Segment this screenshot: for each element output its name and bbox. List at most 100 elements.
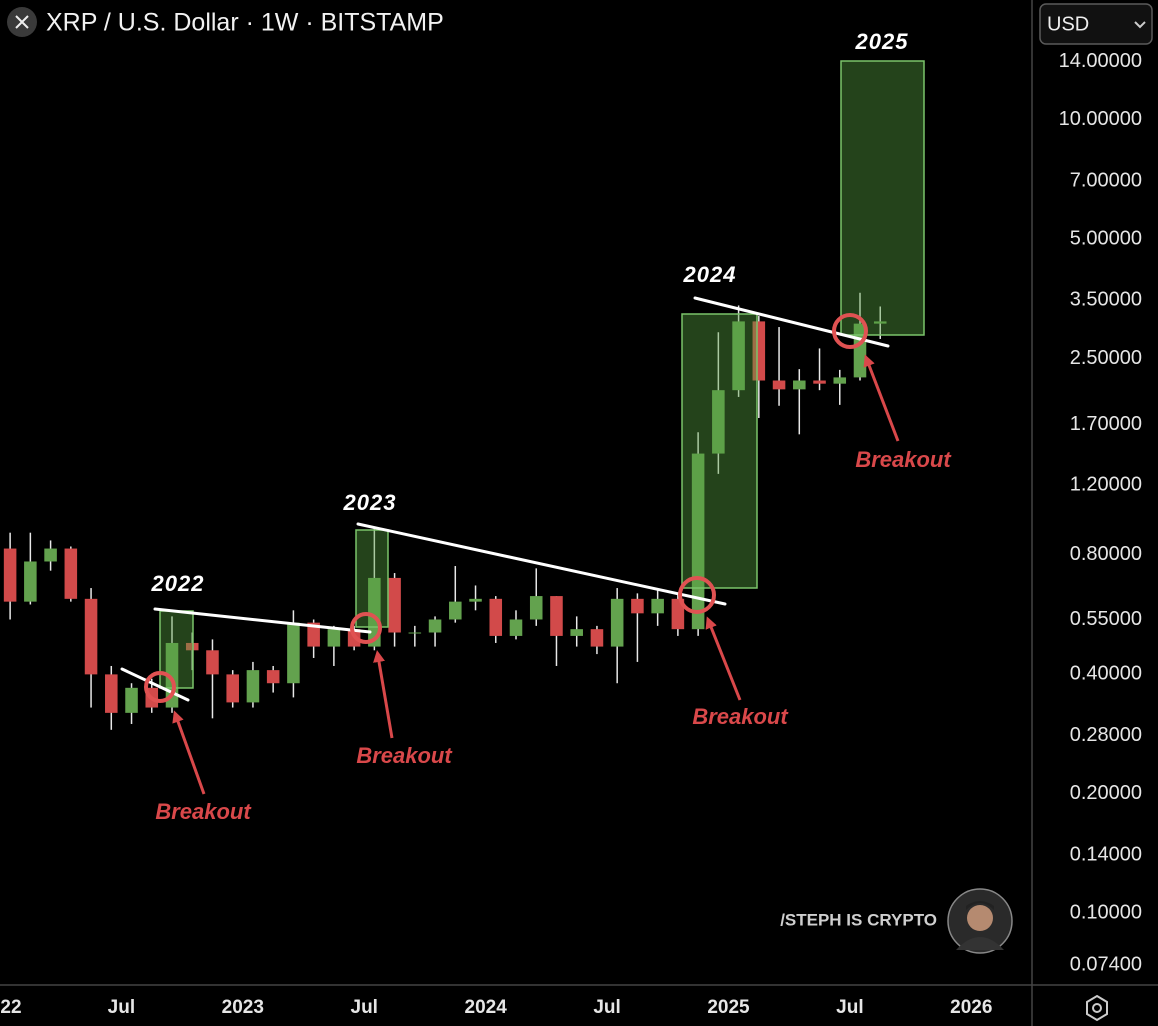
- x-tick-label: Jul: [836, 997, 863, 1018]
- breakout-label: Breakout: [356, 743, 453, 768]
- candle-body: [833, 377, 847, 384]
- candle-body: [732, 321, 745, 391]
- y-tick-label: 1.70000: [1070, 413, 1142, 435]
- candle-body: [307, 622, 320, 647]
- breakout-label: Breakout: [692, 704, 789, 729]
- watermark: /STEPH IS CRYPTO: [780, 910, 937, 929]
- candle-body: [813, 380, 826, 384]
- candle-body: [84, 598, 98, 675]
- y-tick-label: 0.07400: [1070, 954, 1142, 976]
- candle-body: [185, 642, 199, 651]
- candle-body: [246, 670, 260, 703]
- candle-body: [266, 670, 280, 684]
- candle-body: [489, 598, 503, 636]
- breakout-label: Breakout: [155, 799, 252, 824]
- chart-title: XRP / U.S. Dollar · 1W · BITSTAMP: [46, 9, 444, 37]
- candle-body: [550, 596, 563, 636]
- box-2025: [840, 60, 925, 336]
- x-tick-label: 2023: [222, 997, 264, 1018]
- candle-body: [752, 321, 766, 381]
- candle-body: [388, 577, 401, 633]
- candle-body: [590, 629, 604, 647]
- trend-line: [153, 607, 372, 634]
- trend-lines: [120, 296, 890, 702]
- candle-body: [24, 561, 37, 602]
- candle-body: [570, 629, 583, 636]
- y-tick-label: 10.00000: [1059, 108, 1142, 130]
- breakout-circle: [350, 612, 382, 644]
- candle-body: [469, 598, 482, 602]
- candle-body: [64, 548, 78, 599]
- currency-label: USD: [1047, 13, 1089, 35]
- y-tick-label: 0.40000: [1070, 663, 1142, 685]
- y-tick-label: 1.20000: [1070, 473, 1142, 495]
- candle-body: [772, 380, 786, 390]
- candle-body: [631, 598, 644, 614]
- arrow: [705, 616, 742, 701]
- x-tick-label: 2025: [707, 997, 750, 1018]
- y-tick-label: 0.80000: [1070, 543, 1142, 565]
- x-tick-label: Jul: [351, 997, 378, 1018]
- x-tick-label: Jul: [108, 997, 135, 1018]
- candle-body: [287, 622, 300, 684]
- y-tick-label: 0.55000: [1070, 608, 1142, 630]
- candle-body: [428, 619, 442, 633]
- candle-body: [368, 577, 381, 647]
- price-axis: 14.00000 10.00000 7.00000 5.00000 3.50000 2.5…: [1059, 50, 1142, 976]
- candle-body: [3, 548, 17, 602]
- settings-button[interactable]: [1086, 994, 1108, 1022]
- trend-line: [120, 667, 190, 702]
- x-tick-label: 2026: [950, 997, 992, 1018]
- box-2024: [681, 313, 758, 589]
- trend-line: [693, 296, 890, 348]
- candle-body: [125, 687, 138, 713]
- breakout-label: Breakout: [855, 447, 952, 472]
- candle-body: [793, 380, 806, 390]
- year-label: 2023: [343, 490, 397, 515]
- x-tick-label: Jul: [593, 997, 620, 1018]
- x-tick-label: 22: [0, 997, 21, 1018]
- y-tick-label: 0.10000: [1070, 902, 1142, 924]
- arrows: [172, 354, 900, 795]
- candle-body: [226, 674, 239, 703]
- y-tick-label: 5.00000: [1070, 227, 1142, 249]
- arrow: [373, 650, 394, 739]
- avatar: [947, 888, 1013, 954]
- y-tick-label: 0.28000: [1070, 724, 1142, 746]
- currency-select[interactable]: USD: [1039, 3, 1153, 45]
- projection-boxes: [159, 60, 925, 689]
- y-tick-label: 0.20000: [1070, 782, 1142, 804]
- y-tick-label: 2.50000: [1070, 347, 1142, 369]
- arrow: [863, 354, 900, 442]
- year-label: 2022: [151, 571, 205, 596]
- candle-body: [671, 598, 685, 630]
- year-label: 2024: [683, 262, 737, 287]
- candle-body: [449, 601, 462, 620]
- breakout-circles: [144, 313, 868, 703]
- breakout-circle: [144, 671, 176, 703]
- candle-body: [206, 650, 219, 675]
- y-tick-label: 14.00000: [1059, 50, 1142, 72]
- candle-body: [873, 321, 887, 324]
- y-tick-label: 3.50000: [1070, 289, 1142, 311]
- candle-body: [327, 629, 341, 647]
- candle-body: [651, 598, 664, 614]
- y-tick-label: 7.00000: [1070, 169, 1142, 191]
- candle-body: [712, 390, 725, 454]
- x-tick-label: 2024: [465, 997, 508, 1018]
- time-axis: 22 Jul 2023 Jul 2024 Jul 2025 Jul 2026: [0, 997, 992, 1018]
- header: XRP / U.S. Dollar · 1W · BITSTAMP: [7, 7, 444, 37]
- candle-body: [105, 674, 118, 713]
- candle-body: [691, 453, 705, 630]
- candle-body: [610, 598, 624, 647]
- candle-body: [44, 548, 57, 562]
- box-2022: [159, 610, 194, 689]
- arrow: [172, 710, 206, 795]
- candle-body: [408, 632, 422, 634]
- box-2023: [355, 529, 389, 628]
- year-label: 2025: [855, 29, 909, 54]
- y-tick-label: 0.14000: [1070, 844, 1142, 866]
- candle-body: [529, 596, 543, 620]
